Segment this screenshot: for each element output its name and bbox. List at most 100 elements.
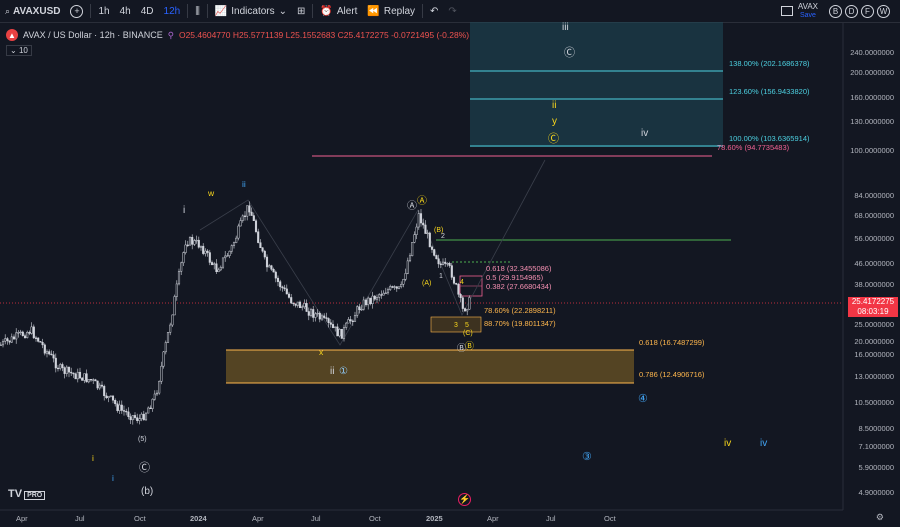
button-d[interactable]: D — [845, 4, 858, 18]
fib-123: 123.60% (156.9433820) — [729, 87, 810, 96]
compare-button[interactable]: + — [65, 0, 88, 22]
candle-body — [186, 244, 189, 246]
time-axis-label: Apr — [16, 514, 28, 523]
chart-legend: ▲ AVAX / US Dollar · 12h · BINANCE ⚲ O25… — [6, 29, 469, 41]
current-price-value: 25.4172275 — [851, 297, 895, 306]
candle-body — [210, 262, 214, 266]
button-b[interactable]: B — [829, 4, 842, 18]
candle-body — [4, 338, 7, 342]
candle-body — [241, 215, 244, 221]
candle-body — [61, 364, 64, 368]
candle-body — [199, 245, 203, 248]
candle-body — [235, 237, 238, 243]
candle-body — [292, 302, 295, 305]
candle-body — [202, 245, 205, 254]
replay-button[interactable]: ⏪ Replay — [362, 0, 420, 22]
candle-body — [320, 315, 324, 320]
candle-body — [433, 249, 436, 256]
candle-body — [303, 303, 306, 308]
pin-icon[interactable]: ⚲ — [167, 29, 174, 40]
layout-name: AVAX — [797, 2, 818, 11]
button-w[interactable]: W — [877, 4, 890, 18]
candle-body — [188, 237, 192, 246]
chart-type-button[interactable]: ⫼ — [190, 0, 205, 22]
button-f[interactable]: F — [861, 4, 874, 18]
candle-body — [413, 234, 416, 243]
symbol-search[interactable]: ⌕ AVAXUSD — [0, 0, 65, 22]
indicators-button[interactable]: 📈 Indicators ⌄ — [210, 0, 292, 22]
redo-button[interactable]: ↷ — [443, 0, 461, 22]
candle-body — [463, 308, 467, 312]
layout-save[interactable]: AVAX Save — [798, 2, 818, 20]
templates-button[interactable]: ⊞ — [292, 0, 310, 22]
open-value: 25.4604770 — [185, 30, 231, 40]
lightning-icon[interactable]: ⚡ — [458, 493, 471, 506]
price-axis-label: 16.0000000 — [854, 350, 894, 359]
support-box — [226, 350, 634, 383]
candle-body — [59, 364, 62, 369]
fib-138: 138.00% (202.1686378) — [729, 59, 810, 68]
undo-icon: ↶ — [430, 5, 439, 17]
candle-body — [316, 312, 319, 315]
candle-body — [10, 336, 13, 343]
wave-guide-line — [199, 159, 546, 346]
wave-1: 1 — [439, 273, 443, 280]
candle-body — [285, 288, 288, 295]
candle-body — [133, 415, 137, 418]
fib-target-box — [470, 22, 723, 147]
time-axis-label: Oct — [369, 514, 381, 523]
box-887: 88.70% (19.8011347) — [484, 319, 556, 328]
interval-1h[interactable]: 1h — [98, 5, 110, 17]
volume-badge[interactable]: ⌄ 10 — [6, 45, 32, 56]
candle-body — [116, 403, 119, 411]
wave-b-circle: Ⓑ — [457, 343, 467, 353]
interval-12h[interactable]: 12h — [163, 5, 181, 17]
candle-body — [430, 246, 434, 250]
wave-c-circle: Ⓒ — [139, 462, 150, 474]
price-axis-label: 13.0000000 — [854, 372, 894, 381]
candle-body — [265, 256, 269, 268]
candle-body — [360, 308, 363, 311]
alert-button[interactable]: ⏰ Alert — [315, 0, 362, 22]
fullscreen-button[interactable] — [776, 0, 798, 22]
candle-body — [428, 232, 431, 248]
wave-y-top: y — [552, 116, 557, 127]
time-axis-label: Jul — [311, 514, 321, 523]
candle-body — [254, 220, 258, 232]
candle-body — [325, 317, 328, 319]
retrace-50: 0.5 (29.9154965) — [486, 273, 544, 282]
candle-body — [147, 407, 150, 414]
candle-body — [17, 332, 20, 334]
interval-4h[interactable]: 4h — [119, 5, 131, 17]
candle-body — [290, 297, 293, 304]
settings-icon[interactable]: ⚙ — [875, 512, 884, 522]
wave-4-circle: ④ — [638, 393, 648, 405]
candle-body — [206, 250, 209, 253]
candle-body — [274, 271, 277, 279]
candle-body — [450, 265, 453, 278]
price-axis-label: 46.0000000 — [854, 259, 894, 268]
candle-body — [15, 332, 18, 340]
candle-body — [45, 351, 49, 354]
candle-body — [318, 312, 321, 320]
wave-a-circle2: Ⓐ — [417, 196, 427, 207]
candle-body — [162, 351, 165, 367]
plus-icon: + — [70, 4, 84, 18]
undo-button[interactable]: ↶ — [425, 0, 443, 22]
candle-body — [367, 297, 370, 306]
candle-body — [175, 283, 178, 297]
wave-a-circle: Ⓐ — [407, 201, 417, 212]
interval-4d[interactable]: 4D — [140, 5, 154, 17]
candle-body — [52, 354, 55, 359]
candle-body — [243, 215, 247, 217]
price-axis-label: 200.0000000 — [850, 68, 894, 77]
candle-body — [76, 371, 79, 380]
top-toolbar: ⌕ AVAXUSD + 1h 4h 4D 12h ⫼ 📈 Indicators … — [0, 0, 900, 23]
candle-body — [1, 341, 5, 346]
candle-body — [89, 379, 93, 381]
candle-body — [98, 384, 101, 389]
price-axis-label: 240.0000000 — [850, 48, 894, 57]
symbol-name: AVAXUSD — [13, 5, 61, 17]
candle-body — [395, 286, 398, 289]
